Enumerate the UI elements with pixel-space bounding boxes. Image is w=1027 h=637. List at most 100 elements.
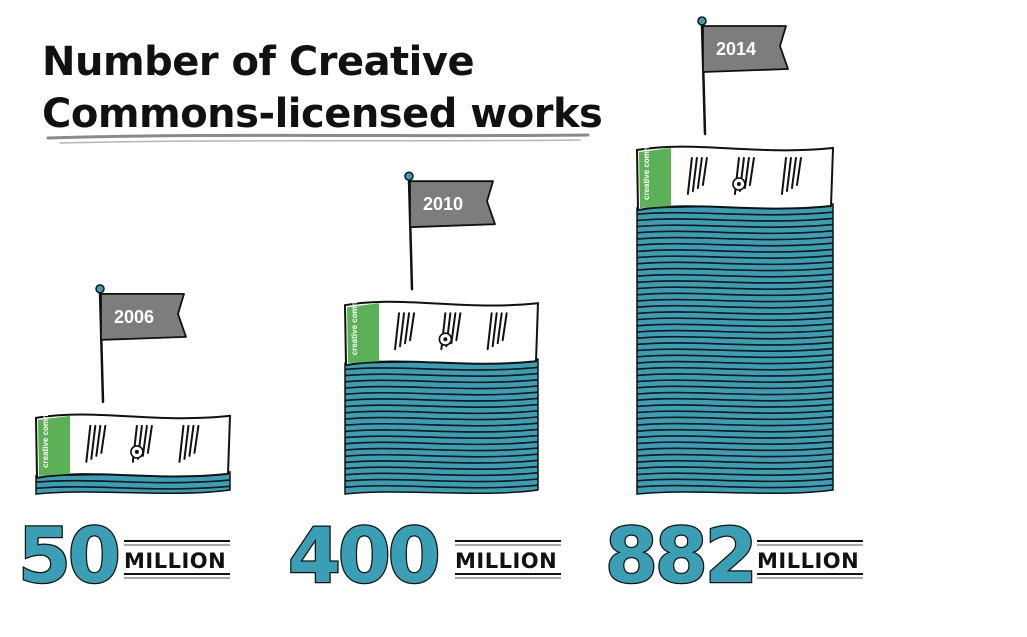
stack-line	[344, 391, 539, 396]
bill-scribble	[183, 424, 190, 460]
cc-green-band	[347, 303, 379, 364]
stack-line	[636, 223, 834, 228]
stack-line	[636, 378, 834, 383]
unit-label: MILLION	[124, 549, 226, 573]
stack-line	[636, 385, 834, 390]
stack-line	[636, 211, 834, 216]
stack-line	[636, 217, 834, 222]
cc-green-band	[639, 148, 671, 208]
stack-line	[636, 422, 834, 427]
stack-line	[636, 465, 834, 470]
stack-line	[636, 248, 834, 253]
flag-pole-tip	[697, 16, 707, 26]
stack-line	[344, 453, 539, 458]
bar-2014: creative commons 2014 882 MILLION	[604, 16, 863, 601]
title-line-2: Commons-licensed works	[42, 91, 602, 137]
bill-scribble	[795, 157, 802, 186]
bill-scribble	[701, 157, 708, 186]
unit-label: MILLION	[757, 549, 859, 573]
title-line-1: Number of Creative	[42, 39, 474, 85]
bill-scribble	[790, 157, 797, 189]
bill-scribble	[409, 312, 416, 342]
cc-bill	[34, 413, 232, 480]
bill-scribble	[399, 312, 406, 348]
stack-line	[636, 285, 834, 290]
stack-line	[636, 242, 834, 247]
flag-pole-tip	[404, 171, 414, 181]
stack-line	[636, 292, 834, 297]
stack-line	[344, 434, 539, 439]
stack-line	[636, 434, 834, 439]
bill-scribble	[100, 424, 107, 454]
stack-line	[344, 422, 539, 427]
bill-scribble	[455, 312, 462, 342]
stack-line	[636, 261, 834, 266]
value-label: 400	[288, 511, 438, 600]
stack-line	[344, 465, 539, 470]
bill-scribble	[496, 312, 503, 345]
title-underline-shadow	[59, 139, 581, 144]
bar-2010: creative commons 2010 400 MILLION	[287, 171, 561, 601]
cc-brand-text: creative commons	[642, 129, 651, 200]
stack-line	[636, 310, 834, 315]
stack-line	[344, 428, 539, 433]
bill-scribble	[178, 424, 185, 463]
bill-scribble	[501, 312, 508, 342]
bill-scribble	[193, 424, 200, 454]
value-label: 50	[18, 511, 118, 600]
stack-line	[344, 372, 539, 377]
bill-scribble	[785, 157, 792, 192]
flag-pole-tip	[95, 284, 105, 294]
bill-seal-dot	[443, 337, 448, 342]
bill-seal-dot	[134, 449, 139, 454]
stack-line	[344, 403, 539, 408]
bill-scribble	[748, 157, 755, 186]
bill-scribble	[780, 157, 787, 195]
year-label: 2014	[716, 39, 756, 59]
stack-line	[344, 441, 539, 446]
cc-brand-text: creative commons	[41, 397, 50, 468]
stack-line	[636, 254, 834, 259]
year-label: 2010	[423, 194, 463, 214]
stack-line	[636, 372, 834, 377]
year-label: 2006	[114, 307, 154, 327]
stack-line	[636, 304, 834, 309]
stack-line	[636, 360, 834, 365]
stack-line	[344, 385, 539, 390]
bill-scribble	[691, 157, 698, 192]
stack-line	[636, 279, 834, 284]
stack-line	[636, 447, 834, 452]
bill-scribble	[404, 312, 411, 345]
stack-line	[344, 459, 539, 464]
stack-line	[636, 478, 834, 483]
stack-line	[636, 230, 834, 235]
stack-line	[636, 440, 834, 445]
bar-2006: creative commons 2006 50 MILLION	[17, 284, 232, 601]
cc-bill	[635, 145, 835, 212]
stack-line	[344, 416, 539, 421]
bill-scribble	[486, 312, 493, 351]
unit-label: MILLION	[455, 549, 557, 573]
stack-line	[344, 410, 539, 415]
flag-icon	[702, 25, 789, 73]
bill-scribble	[491, 312, 498, 348]
bill-scribble	[90, 424, 97, 460]
stack-line	[344, 379, 539, 384]
stack-line	[636, 341, 834, 346]
stack-line	[636, 484, 834, 489]
stack-line	[636, 428, 834, 433]
stack-line	[636, 366, 834, 371]
bill-scribble	[686, 157, 693, 195]
stack-line	[344, 366, 539, 371]
cc-green-band	[38, 415, 70, 476]
stack-line	[35, 479, 231, 484]
stack-line	[636, 459, 834, 464]
stack-line	[636, 329, 834, 334]
cc-bill	[343, 300, 540, 367]
stack-line	[636, 416, 834, 421]
title-underline	[46, 133, 590, 140]
stack-line	[636, 316, 834, 321]
stack-line	[636, 236, 834, 241]
bill-seal-dot	[736, 182, 741, 186]
